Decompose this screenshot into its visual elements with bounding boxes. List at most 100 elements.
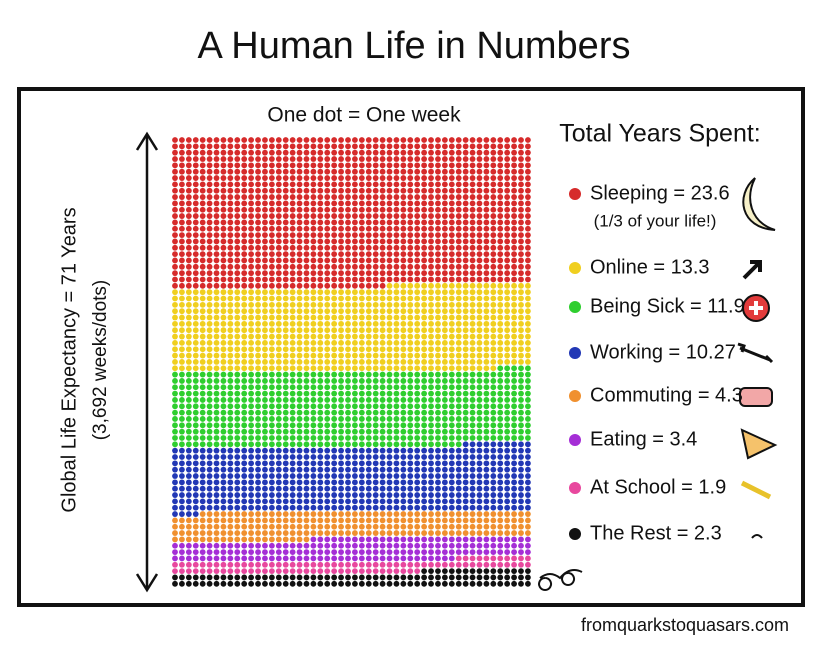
week-dot — [234, 561, 241, 568]
week-dot — [525, 530, 531, 536]
week-dot — [172, 339, 178, 346]
week-dot — [455, 397, 462, 403]
week-dot — [227, 200, 234, 207]
week-dot — [275, 143, 282, 150]
week-dot — [338, 339, 344, 346]
week-dot — [421, 561, 428, 568]
week-dot — [310, 352, 317, 359]
week-dot — [255, 574, 261, 581]
week-dot — [497, 435, 504, 441]
week-dot — [469, 416, 476, 422]
week-dot — [275, 574, 282, 581]
week-dot — [504, 156, 511, 162]
week-dot — [220, 143, 227, 150]
week-dot — [476, 574, 483, 581]
week-dot — [248, 479, 255, 486]
week-dot — [414, 435, 421, 441]
week-dot — [358, 225, 365, 232]
week-dot — [172, 175, 178, 181]
week-dot — [386, 435, 393, 441]
week-dot — [338, 561, 344, 568]
week-dot — [345, 276, 351, 283]
week-dot — [234, 225, 241, 232]
week-dot — [179, 327, 185, 334]
week-dot — [338, 555, 344, 562]
week-dot — [421, 498, 428, 505]
week-dot — [192, 282, 199, 289]
week-dot — [199, 137, 206, 143]
week-dot — [213, 561, 220, 568]
week-dot — [185, 352, 192, 359]
week-dot — [192, 181, 199, 188]
week-dot — [234, 371, 241, 378]
week-dot — [268, 282, 275, 289]
week-dot — [435, 232, 441, 239]
week-dot — [400, 263, 407, 270]
week-dot — [379, 149, 386, 156]
week-dot — [469, 282, 476, 289]
week-dot — [282, 219, 289, 226]
week-dot — [483, 454, 490, 460]
week-dot — [379, 530, 386, 536]
week-dot — [255, 580, 261, 587]
week-dot — [345, 473, 351, 479]
week-dot — [400, 251, 407, 258]
legend-swatch — [569, 188, 581, 200]
week-dot — [414, 143, 421, 150]
week-dot — [262, 466, 268, 473]
week-dot — [462, 384, 469, 391]
week-dot — [206, 561, 213, 568]
week-dot — [324, 511, 331, 517]
week-dot — [268, 441, 275, 448]
dot-grid — [172, 137, 531, 587]
week-dot — [220, 308, 227, 315]
week-dot — [372, 485, 379, 492]
week-dot — [365, 397, 372, 403]
week-dot — [296, 517, 303, 524]
week-dot — [331, 390, 338, 397]
week-dot — [518, 561, 524, 568]
week-dot — [185, 435, 192, 441]
week-dot — [428, 333, 434, 340]
week-dot — [338, 568, 344, 575]
week-dot — [213, 200, 220, 207]
week-dot — [199, 416, 206, 422]
week-dot — [525, 168, 531, 175]
week-dot — [483, 270, 490, 277]
week-dot — [303, 282, 310, 289]
week-dot — [358, 187, 365, 194]
week-dot — [234, 498, 241, 505]
week-dot — [365, 555, 372, 562]
week-dot — [455, 244, 462, 251]
week-dot — [317, 498, 324, 505]
week-dot — [490, 213, 497, 219]
week-dot — [407, 454, 414, 460]
week-dot — [490, 244, 497, 251]
week-dot — [407, 238, 414, 245]
week-dot — [268, 333, 275, 340]
week-dot — [172, 473, 178, 479]
week-dot — [379, 479, 386, 486]
week-dot — [518, 187, 524, 194]
week-dot — [192, 574, 199, 581]
week-dot — [476, 137, 483, 143]
week-dot — [289, 384, 296, 391]
week-dot — [497, 365, 504, 372]
week-dot — [504, 162, 511, 169]
week-dot — [469, 301, 476, 308]
week-dot — [441, 156, 448, 162]
week-dot — [525, 327, 531, 334]
week-dot — [331, 187, 338, 194]
week-dot — [407, 162, 414, 169]
week-dot — [338, 320, 344, 327]
week-dot — [338, 143, 344, 150]
week-dot — [206, 574, 213, 581]
week-dot — [407, 225, 414, 232]
week-dot — [497, 327, 504, 334]
week-dot — [345, 200, 351, 207]
week-dot — [379, 339, 386, 346]
week-dot — [518, 346, 524, 353]
week-dot — [365, 485, 372, 492]
week-dot — [525, 580, 531, 587]
week-dot — [220, 263, 227, 270]
